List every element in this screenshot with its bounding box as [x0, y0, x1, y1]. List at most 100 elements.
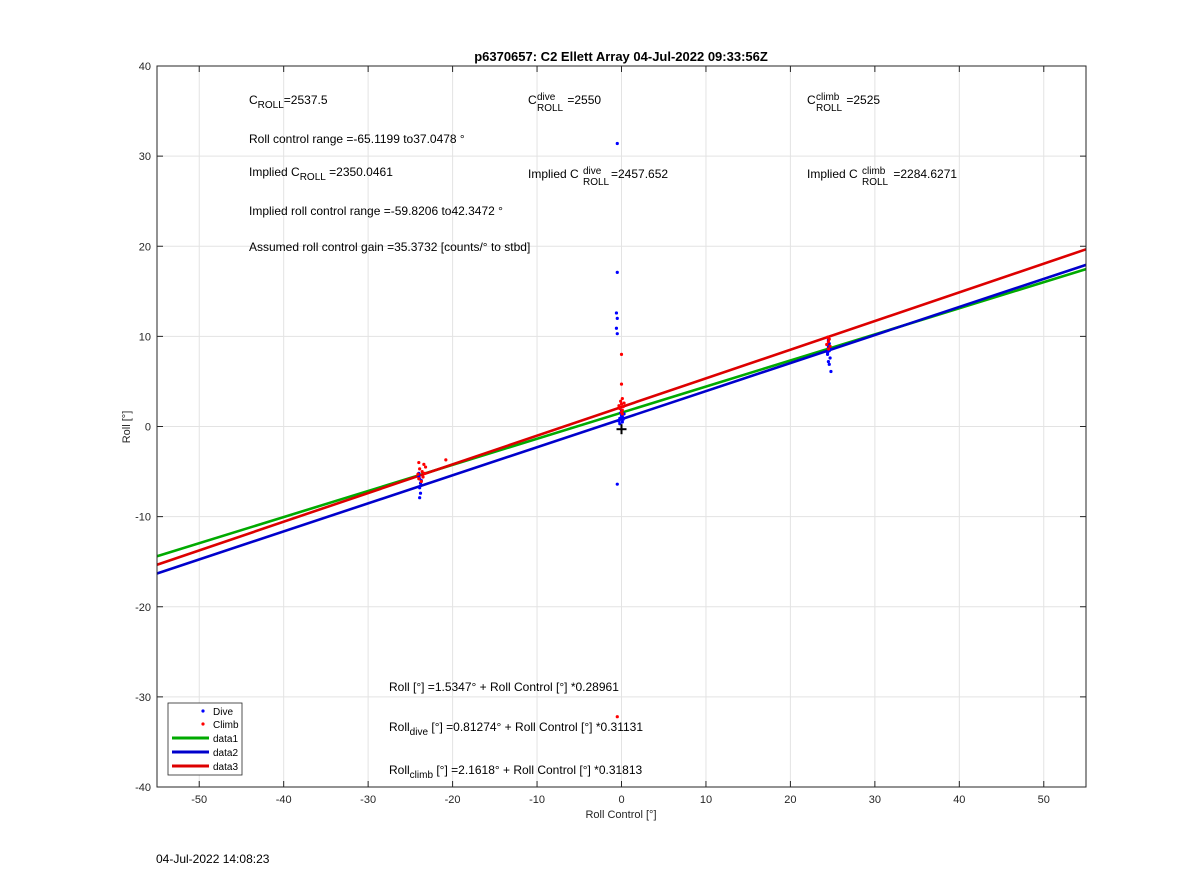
x-tick-label: 20: [784, 794, 796, 806]
c-roll-dive-sub: ROLL: [537, 103, 564, 114]
annotation-c-roll-climb: Cclimb ROLL =2525: [807, 92, 880, 114]
legend-dive-label: Dive: [213, 707, 233, 718]
x-tick-label: 10: [700, 794, 712, 806]
x-tick-label: -30: [360, 794, 376, 806]
y-tick-label: -40: [135, 782, 151, 794]
implied-c-roll-dive-prefix: Implied C: [528, 167, 579, 181]
x-tick-label: 40: [953, 794, 965, 806]
dive-point: [418, 491, 423, 495]
dive-point: [418, 496, 422, 500]
chart-title: p6370657: C2 Ellett Array 04-Jul-2022 09…: [474, 49, 768, 64]
equation-all: Roll [°] =1.5347° + Roll Control [°] *0.…: [389, 680, 619, 694]
climb-point: [622, 401, 626, 405]
data2-fit-line: [156, 263, 1087, 575]
x-tick-label: 30: [869, 794, 881, 806]
climb-point: [828, 344, 832, 348]
legend-data3-label: data3: [213, 762, 238, 773]
implied-c-roll-dive-value: =2457.652: [611, 167, 668, 181]
dive-point: [620, 420, 624, 424]
plot-frame: [156, 65, 1087, 788]
dive-point: [615, 270, 619, 274]
implied-c-roll-dive-sup: dive: [583, 166, 602, 177]
dive-point: [615, 332, 619, 336]
implied-c-roll-sub: ROLL: [300, 172, 327, 183]
dive-point: [615, 316, 619, 320]
c-roll-value: =2537.5: [284, 93, 328, 107]
climb-point: [416, 472, 420, 476]
annotation-c-roll-dive: Cdive ROLL =2550: [528, 92, 601, 114]
eq-climb-rest: [°] =2.1618° + Roll Control [°] *0.31813: [433, 763, 643, 777]
x-tick-label: 0: [618, 794, 624, 806]
footer-timestamp: 04-Jul-2022 14:08:23: [156, 852, 270, 866]
implied-c-roll-climb-sub: ROLL: [862, 177, 889, 188]
x-tick-label: 50: [1038, 794, 1050, 806]
dive-point: [621, 417, 625, 421]
legend-dive-marker: [201, 709, 205, 713]
climb-point: [423, 471, 427, 475]
eq-climb-prefix: Roll: [389, 763, 410, 777]
y-tick-label: 10: [139, 331, 151, 343]
dive-point: [829, 369, 833, 374]
eq-climb-sub: climb: [410, 770, 434, 781]
dive-point: [615, 141, 619, 146]
climb-point: [423, 465, 428, 469]
c-roll-dive-base: C: [528, 93, 537, 107]
c-roll-base: C: [249, 93, 258, 107]
annotation-c-roll: CROLL=2537.5: [249, 93, 328, 111]
climb-point: [825, 342, 829, 347]
legend-data1-label: data1: [213, 734, 238, 745]
dive-point: [617, 419, 621, 423]
legend-data2-label: data2: [213, 748, 238, 759]
annotation-gain: Assumed roll control gain =35.3732 [coun…: [249, 240, 530, 254]
implied-c-roll-value: =2350.0461: [326, 165, 393, 179]
annotation-implied-range: Implied roll control range =-59.8206 to4…: [249, 204, 503, 218]
climb-point: [619, 399, 623, 403]
climb-point: [619, 382, 624, 386]
c-roll-dive-value: =2550: [564, 93, 601, 107]
dive-point: [828, 356, 832, 360]
y-tick-label: 20: [139, 241, 151, 253]
y-axis-label: Roll [°]: [121, 411, 133, 444]
c-roll-climb-sub: ROLL: [816, 103, 843, 114]
eq-dive-rest: [°] =0.81274° + Roll Control [°] *0.3113…: [428, 720, 643, 734]
legend-climb-marker: [201, 722, 205, 726]
implied-c-roll-climb-value: =2284.6271: [890, 167, 957, 181]
x-axis-label: Roll Control [°]: [585, 809, 656, 821]
c-roll-climb-value: =2525: [843, 93, 880, 107]
legend-climb-label: Climb: [213, 720, 239, 731]
x-tick-label: -10: [529, 794, 545, 806]
implied-c-roll-dive-sub: ROLL: [583, 177, 610, 188]
dive-point: [614, 326, 619, 330]
y-tick-label: 40: [139, 61, 151, 73]
dive-point: [827, 362, 831, 366]
axis-ticks: -50 -40 -30 -20 -10 0 10 20 30 40 50 -40 -30 -20 -10 0 1…: [135, 61, 1086, 806]
climb-point: [418, 467, 422, 471]
climb-point: [620, 396, 624, 401]
c-roll-sub: ROLL: [258, 100, 285, 111]
climb-point: [417, 460, 421, 465]
dive-point: [825, 350, 830, 355]
eq-dive-prefix: Roll: [389, 720, 410, 734]
annotation-implied-c-roll: Implied CROLL =2350.0461: [249, 165, 393, 183]
climb-point: [617, 404, 621, 408]
climb-point: [421, 475, 425, 479]
climb-point: [417, 477, 421, 481]
dive-point: [418, 486, 422, 490]
y-tick-label: 30: [139, 151, 151, 163]
y-tick-label: -20: [135, 602, 151, 614]
climb-point: [826, 347, 831, 351]
climb-point: [620, 412, 624, 416]
x-tick-label: -50: [191, 794, 207, 806]
data3-fit-line: [156, 248, 1087, 566]
dive-point: [614, 311, 619, 315]
climb-point: [618, 406, 622, 411]
dive-point: [618, 416, 622, 420]
dive-point: [615, 482, 619, 486]
climb-point: [619, 402, 624, 406]
implied-c-roll-climb-prefix: Implied C: [807, 167, 858, 181]
y-tick-label: -10: [135, 512, 151, 524]
data-points: [416, 141, 833, 719]
climb-point: [444, 458, 448, 462]
climb-point: [621, 405, 625, 409]
